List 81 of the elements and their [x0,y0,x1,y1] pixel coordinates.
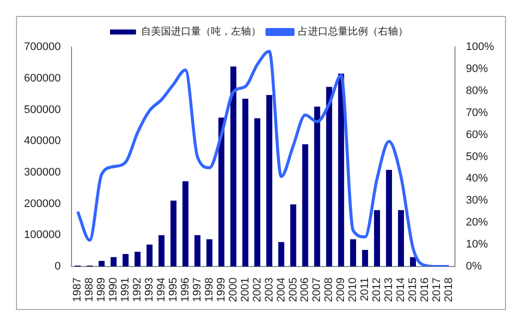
y2-tick-label: 70% [466,106,488,119]
y2-tick-label: 80% [466,84,488,97]
bar [194,235,200,267]
bar [110,257,117,267]
x-tick-label: 1989 [96,278,108,302]
x-tick-label: 2000 [227,278,240,302]
y-tick-label: 700000 [24,41,61,54]
bar [350,239,356,267]
y2-tick-label: 0% [466,260,482,273]
y-tick-label: 400000 [24,135,61,148]
bar [146,244,153,267]
x-tick-label: 2014 [395,278,408,302]
bar [386,170,392,267]
bar [374,210,380,267]
x-tick-label: 1988 [84,278,96,302]
y-tick-label: 300000 [24,166,61,178]
bar [266,94,272,267]
x-tick-label: 2003 [263,278,276,302]
y2-tick-label: 60% [466,128,488,141]
y-tick-label: 100000 [24,229,61,242]
y2-tick-label: 40% [466,172,488,185]
x-tick-label: 2013 [383,278,396,302]
x-tick-label: 1994 [156,278,168,302]
bar [302,144,308,267]
x-tick-label: 1999 [215,278,228,302]
bar [242,98,248,267]
bar [218,118,224,267]
x-tick-label: 1995 [168,278,180,302]
x-tick-label: 2005 [287,278,300,302]
bar [182,181,188,267]
y-tick-label: 600000 [24,72,61,84]
bar [290,204,296,267]
x-tick-label: 1993 [144,278,156,302]
x-tick-label: 2011 [359,278,372,302]
bar [362,250,368,267]
x-tick-label: 2010 [347,278,360,302]
bar [134,252,141,267]
y2-tick-label: 20% [466,216,488,229]
x-tick-label: 2001 [239,278,252,302]
bar [326,86,332,267]
x-tick-label: 1992 [132,278,144,302]
x-tick-label: 1998 [203,278,216,302]
bar [98,260,105,267]
x-tick-label: 2006 [299,278,312,302]
y2-tick-label: 100% [466,41,494,54]
bar [278,242,284,267]
x-tick-label: 2012 [371,278,384,302]
x-tick-label: 1987 [72,278,84,302]
x-tick-label: 2007 [311,278,324,302]
x-tick-label: 1991 [120,278,132,302]
x-tick-label: 1990 [108,278,120,302]
x-tick-label: 2017 [430,278,443,302]
y-tick-label: 500000 [24,104,61,116]
bar [398,210,404,267]
y2-tick-label: 50% [466,150,488,163]
bar [158,235,165,267]
bar [206,239,212,267]
bar [170,200,176,267]
x-tick-label: 2008 [323,278,336,302]
x-tick-label: 2016 [418,278,431,302]
x-tick-label: 2004 [275,278,288,302]
bar [230,66,236,267]
bar [254,118,260,267]
x-tick-label: 2009 [335,278,348,302]
x-tick-label: 2015 [406,278,419,302]
legend-label: 自美国进口量（吨，左轴） [141,26,261,38]
y2-tick-label: 10% [466,238,488,251]
bar [122,254,129,267]
x-tick-label: 1997 [191,278,204,302]
x-tick-label: 2002 [251,278,264,302]
y2-tick-label: 30% [466,194,488,207]
bar [410,257,416,267]
legend-label: 占进口总量比例（右轴） [298,26,408,38]
y-tick-label: 200000 [24,198,61,210]
bar [338,74,344,267]
bar [314,106,320,267]
y-tick-label: 0 [54,260,61,273]
x-tick-label: 1996 [179,278,192,302]
line-series [76,50,450,267]
y2-tick-label: 90% [466,62,488,75]
x-tick-label: 2018 [442,278,455,302]
